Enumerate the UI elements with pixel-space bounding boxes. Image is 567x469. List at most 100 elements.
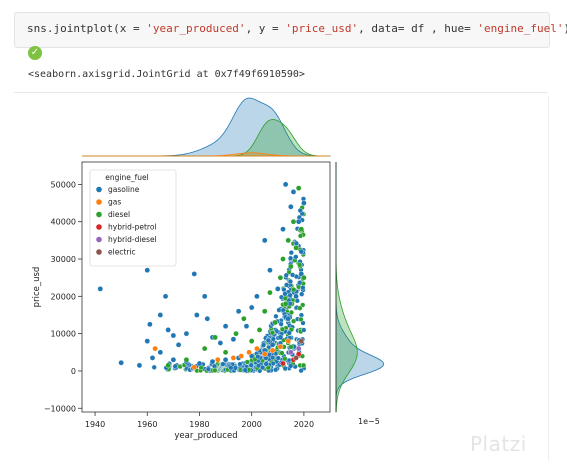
- code-string: 'engine_fuel': [477, 22, 564, 35]
- scatter-point-gas: [277, 343, 284, 350]
- scatter-point-gas: [230, 355, 237, 361]
- scatter-point-diesel: [301, 274, 307, 281]
- scatter-point-gasoline: [293, 254, 299, 260]
- scatter-point-diesel: [288, 344, 294, 350]
- scatter-point-gasoline: [288, 250, 294, 256]
- scatter-point-gasoline: [136, 362, 143, 369]
- scatter-point-gasoline: [144, 267, 151, 274]
- y-tick-label: 0: [71, 367, 76, 376]
- legend-label-diesel: diesel: [108, 210, 130, 219]
- y-tick-label: 10000: [51, 330, 76, 339]
- scatter-point-gasoline: [273, 367, 279, 373]
- scatter-point-gasoline: [300, 285, 306, 291]
- scatter-point-diesel: [222, 349, 229, 356]
- scatter-point-gasoline: [286, 330, 292, 336]
- legend-label-gas: gas: [108, 198, 121, 207]
- scatter-point-diesel: [293, 245, 299, 251]
- scatter-point-diesel: [280, 256, 286, 262]
- scatter-point-gasoline: [204, 315, 211, 322]
- scatter-point-diesel: [290, 218, 297, 225]
- scatter-point-gasoline: [283, 282, 290, 288]
- scatter-point-gasoline: [297, 207, 303, 214]
- jointplot-figure: 1940 1960 1980 2000 2020 −10000 0 10000 20000 300…: [32, 97, 385, 441]
- scatter-point-gasoline: [235, 308, 242, 315]
- scatter-point-electric: [293, 355, 299, 361]
- legend-marker-diesel: [96, 211, 102, 218]
- scatter-point-gas: [214, 356, 221, 363]
- run-success-icon: ✓: [28, 46, 42, 60]
- x-axis-label: year_produced: [174, 431, 237, 441]
- scatter-point-gasoline: [211, 363, 218, 369]
- legend-label-electric: electric: [108, 248, 136, 257]
- scatter-point-gasoline: [248, 304, 255, 311]
- scatter-point-gasoline: [194, 312, 200, 318]
- scatter-point-gasoline: [295, 218, 302, 225]
- scatter-point-gasoline: [287, 255, 294, 261]
- scatter-point-gasoline: [170, 332, 177, 339]
- scatter-point-gasoline: [261, 237, 268, 244]
- scatter-point-diesel: [267, 289, 273, 296]
- scatter-point-gasoline: [301, 200, 307, 206]
- plot-output: 1940 1960 1980 2000 2020 −10000 0 10000 20000 300…: [14, 96, 549, 461]
- code-token: , data= df , hue=: [358, 22, 478, 35]
- scatter-point-gas: [191, 364, 198, 371]
- scatter-point-hybrid-diesel: [295, 345, 302, 352]
- scatter-point-gasoline: [170, 356, 177, 363]
- scatter-point-gasoline: [157, 312, 164, 318]
- scatter-point-gasoline: [157, 349, 164, 356]
- scatter-point-gasoline: [175, 342, 182, 348]
- marginal-y-scale-note: 1e−5: [358, 417, 380, 426]
- scatter-point-gasoline: [151, 364, 157, 370]
- scatter-point-gasoline: [222, 323, 229, 329]
- scatter-point-gas: [261, 351, 268, 357]
- legend-label-gasoline: gasoline: [108, 185, 140, 194]
- scatter-point-gasoline: [283, 272, 289, 278]
- legend-marker-electric: [96, 249, 102, 255]
- scatter-point-gasoline: [273, 313, 279, 319]
- legend-label-hybrid-diesel: hybrid-diesel: [108, 235, 157, 244]
- cell-output-text: <seaborn.axisgrid.JointGrid at 0x7f49f69…: [28, 69, 305, 80]
- scatter-point-diesel: [248, 338, 255, 344]
- scatter-point-gasoline: [281, 286, 287, 293]
- scatter-point-gasoline: [298, 368, 304, 374]
- scatter-point-diesel: [298, 316, 304, 323]
- scatter-point-gasoline: [183, 330, 190, 337]
- scatter-point-diesel: [285, 237, 292, 244]
- scatter-point-gasoline: [267, 267, 273, 274]
- scatter-point-diesel: [212, 334, 218, 341]
- scatter-point-gasoline: [263, 361, 269, 367]
- code-token: , y =: [245, 22, 286, 35]
- scatter-point-gasoline: [261, 342, 267, 348]
- scatter-point-gasoline: [288, 203, 294, 210]
- scatter-point-gasoline: [280, 226, 286, 232]
- platzi-watermark: Platzi: [470, 432, 527, 456]
- scatter-point-gasoline: [237, 361, 243, 367]
- scatter-point-gasoline: [243, 323, 250, 329]
- scatter-point-diesel: [241, 315, 247, 322]
- y-tick-label: 30000: [51, 255, 76, 264]
- scatter-point-gasoline: [298, 248, 305, 255]
- scatter-point-diesel: [277, 274, 284, 281]
- code-token: sns.jointplot(x =: [27, 22, 147, 35]
- scatter-point-gasoline: [191, 271, 198, 277]
- scatter-point-diesel: [256, 327, 263, 333]
- legend-title: engine_fuel: [105, 173, 148, 182]
- scatter-point-gasoline: [230, 336, 237, 343]
- y-tick-label: 50000: [51, 180, 76, 189]
- scatter-point-gas: [246, 349, 252, 356]
- code-cell[interactable]: sns.jointplot(x = 'year_produced', y = '…: [14, 12, 567, 48]
- scatter-point-diesel: [297, 262, 303, 268]
- scatter-point-gasoline: [277, 334, 284, 341]
- scatter-point-gasoline: [254, 293, 260, 300]
- scatter-point-diesel: [295, 185, 302, 191]
- scatter-point-hybrid-diesel: [288, 349, 294, 356]
- legend-label-hybrid-petrol: hybrid-petrol: [108, 223, 157, 232]
- scatter-point-gasoline: [265, 337, 271, 343]
- code-line[interactable]: sns.jointplot(x = 'year_produced', y = '…: [27, 22, 567, 35]
- scatter-point-gas: [152, 345, 158, 352]
- marginal-x-kde-gas: [82, 152, 330, 157]
- scatter-point-gasoline: [201, 293, 208, 300]
- scatter-point-gasoline: [294, 298, 300, 304]
- scatter-point-gasoline: [209, 358, 216, 365]
- scatter-point-diesel: [201, 345, 208, 352]
